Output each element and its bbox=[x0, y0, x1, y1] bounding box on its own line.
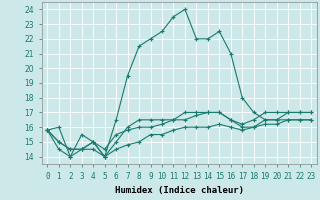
X-axis label: Humidex (Indice chaleur): Humidex (Indice chaleur) bbox=[115, 186, 244, 195]
